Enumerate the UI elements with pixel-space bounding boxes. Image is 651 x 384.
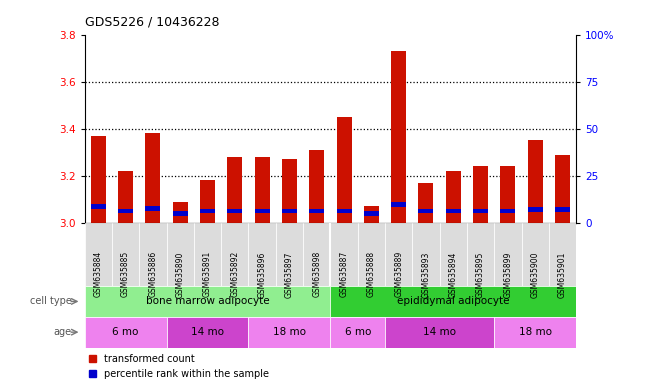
Bar — [446, 171, 461, 223]
Bar — [276, 223, 303, 286]
Bar — [90, 204, 106, 209]
Bar — [501, 209, 516, 214]
Bar — [249, 317, 331, 348]
Text: GSM635884: GSM635884 — [94, 251, 103, 298]
Bar — [494, 223, 521, 286]
Bar — [364, 211, 379, 216]
Bar — [118, 171, 133, 223]
Bar — [255, 209, 270, 214]
Bar — [309, 209, 324, 214]
Bar — [221, 223, 249, 286]
Text: GSM635891: GSM635891 — [203, 251, 212, 298]
Bar — [555, 207, 570, 212]
Bar — [303, 223, 330, 286]
Bar — [167, 223, 194, 286]
Bar — [227, 209, 242, 214]
Text: GSM635886: GSM635886 — [148, 251, 158, 298]
Bar — [419, 209, 434, 214]
Bar — [249, 223, 276, 286]
Bar — [139, 223, 167, 286]
Bar — [85, 223, 112, 286]
Text: GSM635894: GSM635894 — [449, 251, 458, 298]
Bar — [309, 150, 324, 223]
Bar — [227, 157, 242, 223]
Text: 6 mo: 6 mo — [344, 327, 371, 337]
Text: GSM635896: GSM635896 — [258, 251, 267, 298]
Text: GSM635901: GSM635901 — [558, 251, 567, 298]
Bar — [85, 286, 330, 317]
Bar — [330, 317, 385, 348]
Text: 18 mo: 18 mo — [519, 327, 551, 337]
Bar — [549, 223, 576, 286]
Text: 18 mo: 18 mo — [273, 327, 306, 337]
Bar — [528, 141, 543, 223]
Text: bone marrow adipocyte: bone marrow adipocyte — [146, 296, 270, 306]
Bar — [439, 223, 467, 286]
Bar — [145, 206, 160, 211]
Bar — [385, 223, 412, 286]
Bar — [255, 157, 270, 223]
Bar — [364, 206, 379, 223]
Bar — [85, 317, 167, 348]
Text: GSM635899: GSM635899 — [503, 251, 512, 298]
Bar — [528, 207, 543, 212]
Text: GSM635890: GSM635890 — [176, 251, 185, 298]
Bar — [467, 223, 494, 286]
Bar — [446, 209, 461, 214]
Bar — [412, 223, 439, 286]
Text: GSM635892: GSM635892 — [230, 251, 240, 298]
Bar — [391, 51, 406, 223]
Bar — [473, 209, 488, 214]
Legend: transformed count, percentile rank within the sample: transformed count, percentile rank withi… — [89, 354, 269, 379]
Text: 14 mo: 14 mo — [423, 327, 456, 337]
Bar — [282, 159, 297, 223]
Bar — [357, 223, 385, 286]
Text: GSM635885: GSM635885 — [121, 251, 130, 298]
Bar — [200, 209, 215, 214]
Bar — [167, 317, 249, 348]
Bar — [521, 223, 549, 286]
Text: 14 mo: 14 mo — [191, 327, 224, 337]
Bar — [337, 117, 352, 223]
Bar — [391, 202, 406, 207]
Bar — [419, 183, 434, 223]
Bar — [555, 154, 570, 223]
Bar — [173, 211, 187, 216]
Text: GDS5226 / 10436228: GDS5226 / 10436228 — [85, 16, 219, 29]
Text: GSM635888: GSM635888 — [367, 251, 376, 297]
Bar — [90, 136, 106, 223]
Text: GSM635889: GSM635889 — [394, 251, 403, 298]
Bar — [112, 223, 139, 286]
Bar — [473, 166, 488, 223]
Bar — [145, 133, 160, 223]
Text: GSM635897: GSM635897 — [285, 251, 294, 298]
Text: GSM635898: GSM635898 — [312, 251, 321, 298]
Bar — [118, 209, 133, 214]
Text: GSM635895: GSM635895 — [476, 251, 485, 298]
Bar — [194, 223, 221, 286]
Bar — [337, 209, 352, 214]
Bar — [330, 286, 576, 317]
Bar — [330, 223, 357, 286]
Text: age: age — [53, 327, 72, 337]
Bar — [494, 317, 576, 348]
Text: 6 mo: 6 mo — [113, 327, 139, 337]
Text: epididymal adipocyte: epididymal adipocyte — [397, 296, 510, 306]
Bar — [282, 209, 297, 214]
Text: GSM635900: GSM635900 — [531, 251, 540, 298]
Text: GSM635887: GSM635887 — [340, 251, 348, 298]
Text: GSM635893: GSM635893 — [421, 251, 430, 298]
Bar — [385, 317, 494, 348]
Text: cell type: cell type — [30, 296, 72, 306]
Bar — [501, 166, 516, 223]
Bar — [173, 202, 187, 223]
Bar — [200, 180, 215, 223]
